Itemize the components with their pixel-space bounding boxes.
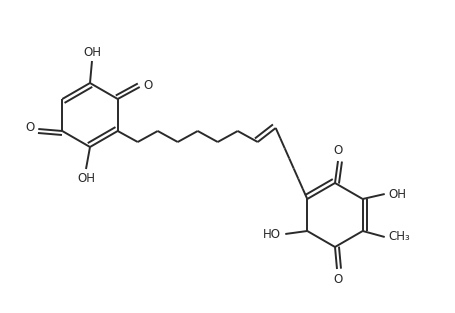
Text: O: O — [143, 80, 152, 93]
Text: CH₃: CH₃ — [388, 230, 410, 244]
Text: OH: OH — [77, 172, 95, 185]
Text: O: O — [333, 144, 342, 157]
Text: O: O — [25, 121, 34, 135]
Text: O: O — [333, 273, 342, 286]
Text: OH: OH — [388, 187, 406, 201]
Text: OH: OH — [83, 46, 101, 59]
Text: HO: HO — [263, 228, 281, 240]
